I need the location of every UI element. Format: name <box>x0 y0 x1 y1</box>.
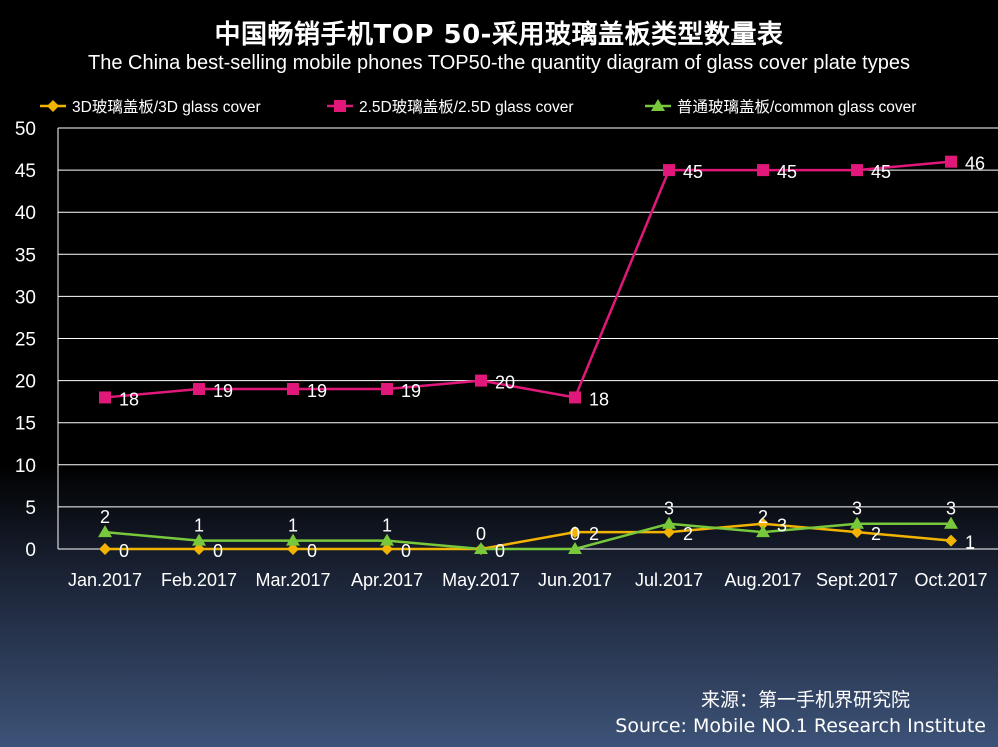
x-tick-label: Aug.2017 <box>724 570 801 590</box>
y-tick-label: 50 <box>15 119 36 140</box>
source-cn: 来源：第一手机界研究院 <box>700 689 910 711</box>
source-note: 来源：第一手机界研究院 Source: Mobile NO.1 Research… <box>615 687 986 739</box>
x-tick-label: May.2017 <box>442 570 520 590</box>
data-point <box>569 391 581 404</box>
x-tick-label: Oct.2017 <box>914 570 987 590</box>
chart-title: 中国畅销手机TOP 50-采用玻璃盖板类型数量表 <box>214 20 784 50</box>
data-point <box>663 164 675 177</box>
data-point <box>663 526 675 539</box>
data-label: 46 <box>965 154 985 174</box>
data-label: 2 <box>589 524 599 544</box>
data-label: 3 <box>777 516 787 536</box>
data-point <box>99 543 111 555</box>
data-point <box>381 543 393 555</box>
data-label: 19 <box>213 381 233 401</box>
data-label: 0 <box>307 541 317 561</box>
data-label: 18 <box>589 389 609 409</box>
data-point <box>850 516 864 529</box>
data-point <box>98 525 112 538</box>
legend-label: 2.5D玻璃盖板/2.5D glass cover <box>359 98 574 116</box>
chart-subtitle: The China best-selling mobile phones TOP… <box>88 52 910 74</box>
data-point <box>568 542 582 554</box>
data-point <box>757 164 769 177</box>
data-label: 1 <box>382 516 392 536</box>
data-point <box>945 534 957 547</box>
data-point <box>286 533 300 546</box>
data-point <box>756 525 770 538</box>
data-point <box>757 517 769 530</box>
legend-label: 3D玻璃盖板/3D glass cover <box>72 98 261 116</box>
data-label: 3 <box>946 499 956 519</box>
data-point <box>851 526 863 539</box>
data-point <box>851 164 863 177</box>
x-tick-label: Apr.2017 <box>351 570 423 590</box>
data-label: 1 <box>288 516 298 536</box>
data-point <box>193 543 205 555</box>
y-tick-label: 10 <box>15 456 36 477</box>
y-tick-label: 25 <box>15 330 36 351</box>
data-label: 18 <box>119 389 139 409</box>
series-line <box>104 522 951 551</box>
data-label: 1 <box>194 516 204 536</box>
data-label: 3 <box>852 499 862 519</box>
series-line <box>104 160 952 399</box>
data-label: 0 <box>401 541 411 561</box>
x-tick-label: Feb.2017 <box>161 570 237 590</box>
y-tick-label: 20 <box>15 372 36 393</box>
x-tick-label: Mar.2017 <box>255 570 330 590</box>
source-en: Source: Mobile NO.1 Research Institute <box>615 715 986 737</box>
y-tick-label: 5 <box>25 498 36 519</box>
data-point <box>662 516 676 529</box>
data-label: 2 <box>758 507 768 527</box>
data-label: 2 <box>100 507 110 527</box>
data-point <box>287 543 299 555</box>
data-label: 20 <box>495 373 515 393</box>
data-label: 19 <box>307 381 327 401</box>
data-label: 2 <box>871 524 881 544</box>
data-label: 0 <box>570 524 580 544</box>
data-label: 45 <box>683 162 703 182</box>
legend-marker <box>651 99 665 111</box>
data-point <box>945 155 957 168</box>
data-label: 0 <box>213 541 223 561</box>
y-tick-label: 30 <box>15 287 36 308</box>
y-tick-label: 40 <box>15 203 36 224</box>
data-point <box>475 374 487 387</box>
data-point <box>569 526 581 539</box>
data-label: 19 <box>401 381 421 401</box>
data-label: 0 <box>119 541 129 561</box>
data-label: 2 <box>683 524 693 544</box>
data-point <box>99 391 111 404</box>
legend-marker <box>47 100 59 112</box>
x-tick-label: Jan.2017 <box>68 570 142 590</box>
data-point <box>380 533 394 546</box>
data-label: 45 <box>777 162 797 182</box>
data-label: 45 <box>871 162 891 182</box>
y-tick-label: 15 <box>15 414 36 435</box>
data-label: 0 <box>495 541 505 561</box>
data-point <box>192 533 206 546</box>
data-point <box>474 542 488 554</box>
data-label: 0 <box>476 524 486 544</box>
x-tick-label: Sept.2017 <box>816 570 898 590</box>
data-point <box>287 383 299 396</box>
data-label: 1 <box>965 533 975 553</box>
x-tick-label: Jun.2017 <box>538 570 612 590</box>
data-point <box>193 383 205 396</box>
data-label: 3 <box>664 499 674 519</box>
legend-marker <box>334 100 346 112</box>
legend-label: 普通玻璃盖板/common glass cover <box>677 98 916 116</box>
x-tick-label: Jul.2017 <box>635 570 703 590</box>
y-tick-label: 35 <box>15 245 36 266</box>
y-tick-label: 45 <box>15 161 36 182</box>
data-point <box>944 516 958 529</box>
data-point <box>381 383 393 396</box>
y-tick-label: 0 <box>25 540 36 561</box>
